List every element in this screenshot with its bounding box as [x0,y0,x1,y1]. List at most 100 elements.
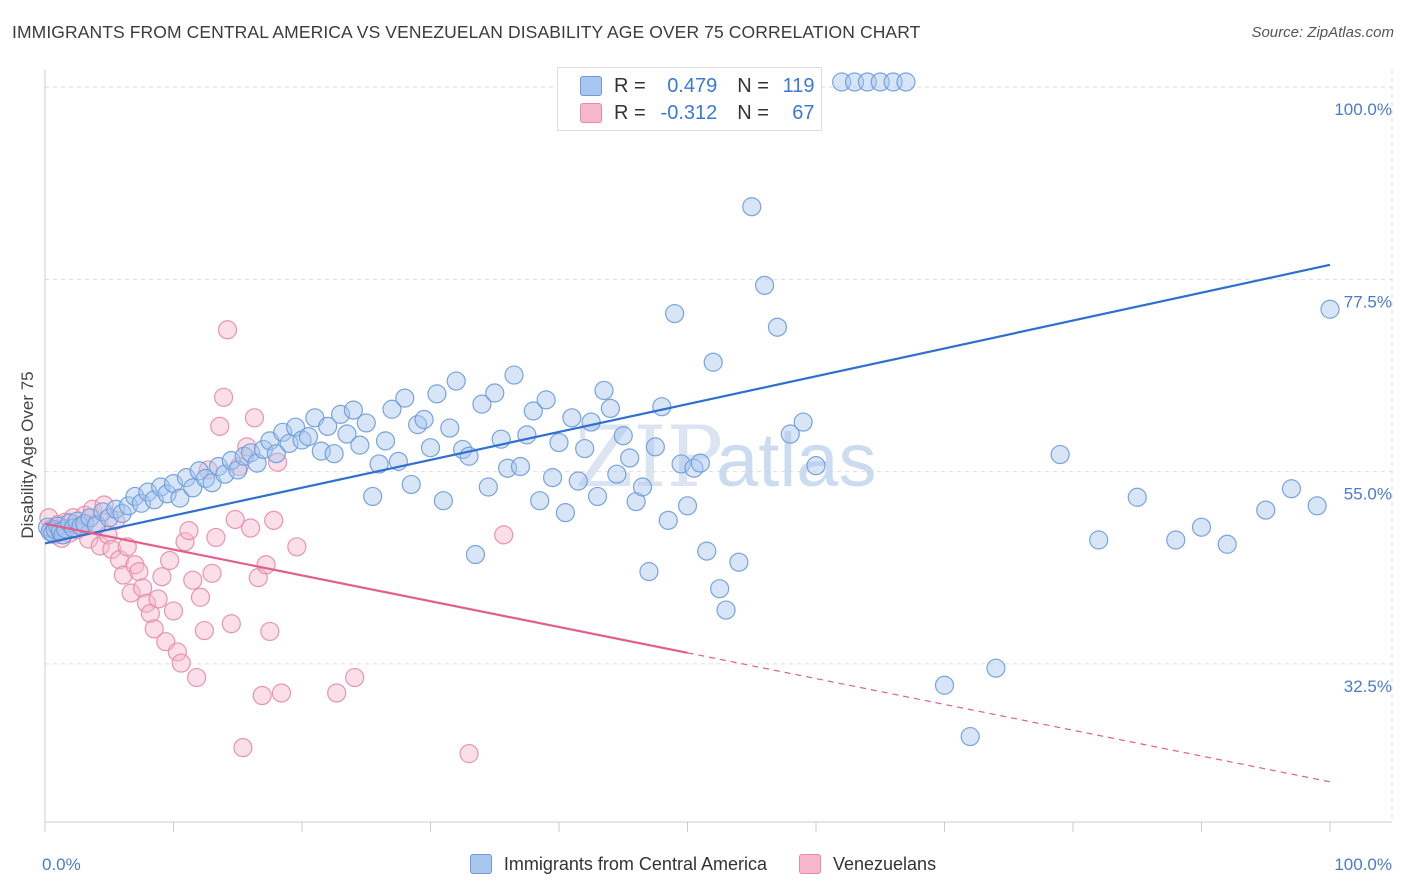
trend-lines [44,263,1331,783]
x-tick-label: 0.0% [42,855,81,874]
data-point [138,482,158,502]
watermark: ZIP atlas [575,408,877,506]
data-point [343,400,363,420]
data-point [225,509,245,530]
data-point [363,486,383,507]
data-point [244,408,265,428]
data-point [170,488,190,508]
data-point [645,437,665,457]
data-point [233,738,253,758]
data-point [264,510,284,530]
data-point [382,399,402,419]
legend-label: Immigrants from Central America [503,853,767,874]
data-point [318,416,338,436]
data-point [504,365,524,385]
data-point [697,541,717,561]
data-point [375,431,396,451]
data-point [337,424,357,444]
data-point [530,491,550,511]
data-point [575,438,595,459]
data-point [568,471,588,491]
data-point [1050,444,1070,465]
data-point [167,642,187,662]
data-point [427,384,447,404]
data-point [271,683,292,703]
data-point [780,424,800,444]
data-point [986,658,1006,678]
data-point [549,432,569,453]
data-point [1320,299,1340,319]
r-label: R = [614,74,646,97]
data-point [330,404,351,424]
data-point [395,388,415,408]
data-point [163,601,184,621]
data-point [690,453,710,473]
legend-swatch-blue [580,76,602,96]
axes [44,70,1392,832]
data-point [472,394,492,414]
data-point [206,527,226,548]
legend-row-central-america: R = 0.479 N = 119 [580,73,815,99]
data-point [183,478,203,498]
data-point [465,544,486,565]
data-point [613,426,633,446]
data-point [665,303,685,324]
data-point [369,454,389,474]
data-point [440,418,460,438]
data-point [459,744,479,764]
data-point [652,397,672,417]
data-point [581,412,601,432]
data-point [190,587,211,607]
source-label: Source: ZipAtlas.com [1251,24,1394,41]
data-point [658,510,678,530]
data-point [266,444,286,464]
r-value: -0.312 [660,101,718,124]
data-point [157,484,177,504]
data-point [160,550,180,571]
data-point [420,438,441,458]
data-point [112,503,132,524]
data-point [273,422,293,442]
data-point [485,383,505,403]
legend-swatch-blue [469,854,492,874]
data-point [542,468,563,488]
data-point [639,562,659,582]
data-point [94,495,114,515]
x-tick-labels: 0.0% 100.0% [42,855,1392,874]
n-value: 119 [782,74,815,97]
data-point [562,408,582,428]
legend-row-venezuelans: R = -0.312 N = 67 [580,100,815,126]
data-point [896,72,916,92]
data-point [117,537,137,557]
data-point [408,415,428,435]
chart-title: IMMIGRANTS FROM CENTRAL AMERICA VS VENEZ… [12,22,921,42]
data-point [684,458,704,478]
data-point [523,401,543,421]
data-point [152,567,172,587]
y-tick-label: 32.5% [1344,677,1392,696]
data-point [1127,487,1147,507]
trend-line-extension [687,652,1331,783]
data-point [214,387,234,407]
data-point [189,461,209,481]
data-point [710,579,730,599]
data-point [1191,517,1212,537]
data-point [600,398,621,418]
data-point [298,427,319,447]
data-point [187,667,207,688]
n-label: N = [737,74,769,97]
y-axis-label: Disability Age Over 75 [18,371,37,538]
data-point [252,685,272,706]
data-point [494,525,514,545]
data-point [433,491,453,511]
y-tick-label: 100.0% [1334,100,1392,119]
data-point [129,562,149,582]
data-point [183,570,203,590]
data-point [1256,500,1276,520]
data-point [345,667,365,688]
r-value: 0.479 [667,74,718,97]
data-point [148,589,168,609]
data-point [934,675,955,695]
data-point [175,532,195,552]
